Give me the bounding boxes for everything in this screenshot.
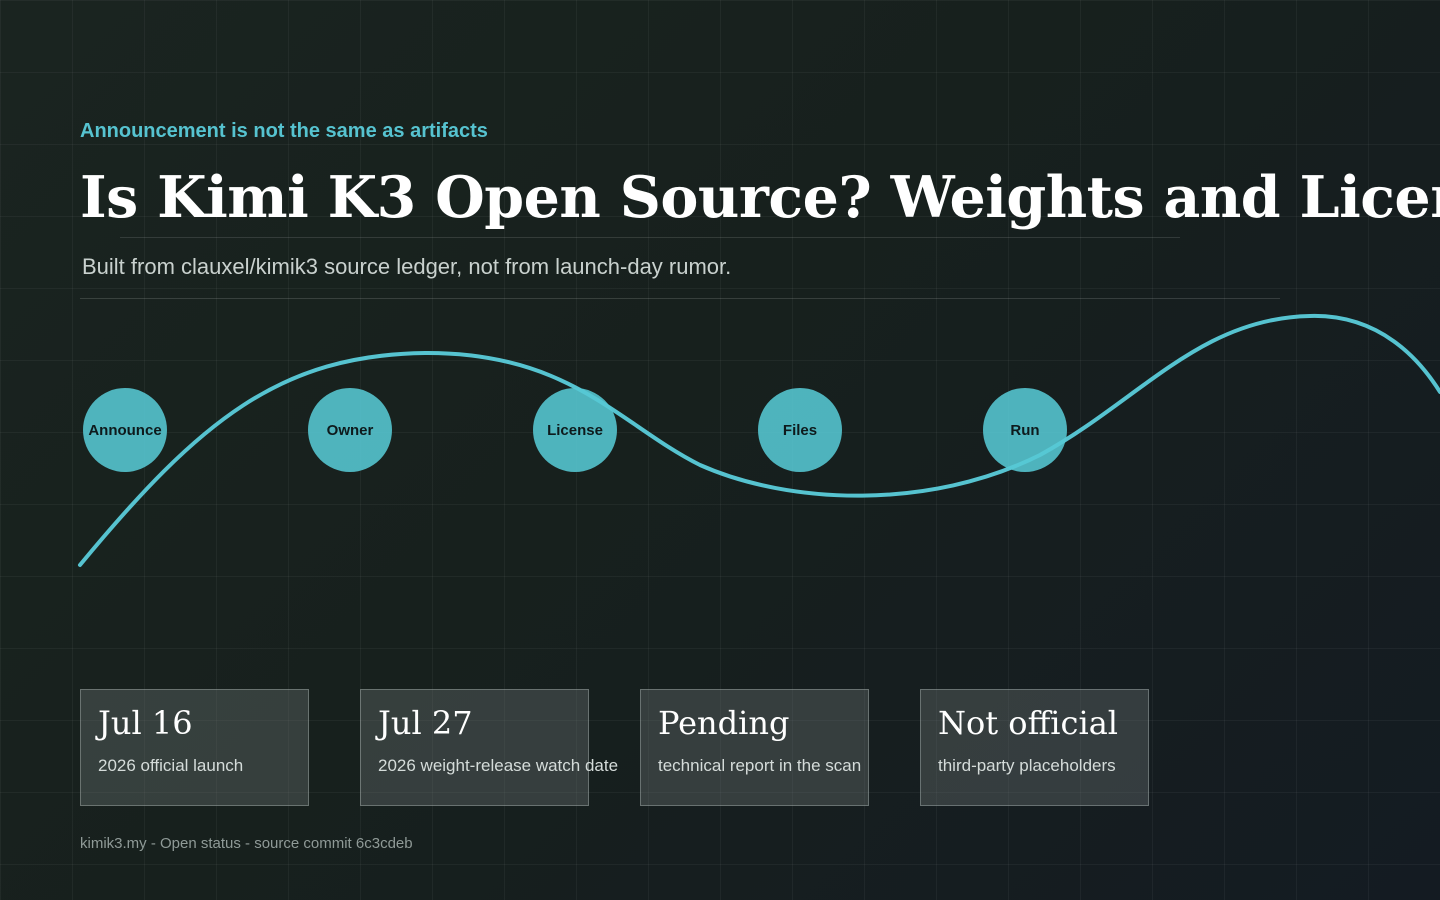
timeline-node-label: Announce bbox=[88, 421, 162, 439]
stat-value: Pending bbox=[658, 704, 790, 742]
subtitle-divider bbox=[80, 298, 1280, 299]
stat-card-placeholders: Not official third-party placeholders bbox=[920, 689, 1149, 806]
timeline-node-label: Files bbox=[782, 421, 818, 439]
timeline-node-label: License bbox=[547, 421, 603, 439]
timeline-node-label: Run bbox=[1010, 421, 1040, 439]
stat-card-launch: Jul 16 2026 official launch bbox=[80, 689, 309, 806]
timeline-node-owner: Owner bbox=[308, 388, 392, 472]
stat-label: 2026 official launch bbox=[98, 756, 244, 775]
timeline-node-announce: Announce bbox=[83, 388, 167, 472]
stat-label: 2026 weight-release watch date bbox=[378, 756, 619, 775]
timeline-node-license: License bbox=[533, 388, 617, 472]
timeline-node-files: Files bbox=[758, 388, 842, 472]
page-subtitle: Built from clauxel/kimik3 source ledger,… bbox=[82, 254, 732, 279]
stat-card-report: Pending technical report in the scan bbox=[640, 689, 869, 806]
stat-value: Jul 16 bbox=[98, 704, 193, 742]
timeline-node-label: Owner bbox=[326, 421, 374, 439]
timeline-node-run: Run bbox=[983, 388, 1067, 472]
stat-label: third-party placeholders bbox=[938, 756, 1116, 775]
stat-value: Not official bbox=[938, 704, 1118, 742]
stat-label: technical report in the scan bbox=[658, 756, 862, 775]
title-divider bbox=[120, 237, 1180, 238]
page-title: Is Kimi K3 Open Source? Weights and Lice… bbox=[80, 164, 1440, 231]
stat-card-weights: Jul 27 2026 weight-release watch date bbox=[360, 689, 618, 806]
stat-value: Jul 27 bbox=[378, 704, 473, 742]
eyebrow-text: Announcement is not the same as artifact… bbox=[80, 120, 488, 142]
footer-text: kimik3.my - Open status - source commit … bbox=[80, 835, 413, 852]
